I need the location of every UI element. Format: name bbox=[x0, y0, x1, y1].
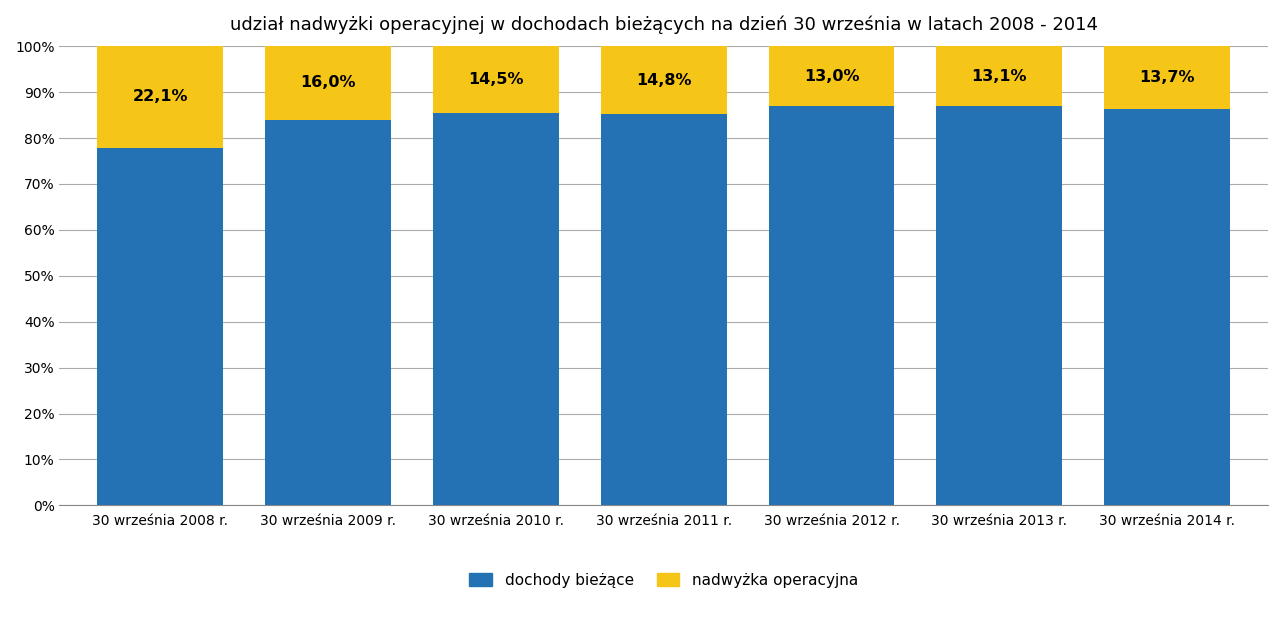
Text: 16,0%: 16,0% bbox=[300, 75, 355, 90]
Text: 13,7%: 13,7% bbox=[1139, 70, 1194, 85]
Bar bbox=[432, 46, 559, 112]
Bar bbox=[98, 148, 223, 505]
Text: 13,1%: 13,1% bbox=[971, 69, 1028, 84]
Text: 22,1%: 22,1% bbox=[132, 89, 187, 104]
Text: 13,0%: 13,0% bbox=[803, 68, 860, 84]
Bar bbox=[266, 119, 391, 505]
Bar bbox=[1105, 109, 1230, 505]
Bar bbox=[769, 106, 894, 505]
Text: 14,8%: 14,8% bbox=[636, 73, 692, 88]
Bar bbox=[937, 106, 1062, 505]
Bar bbox=[600, 46, 726, 114]
Title: udział nadwyżki operacyjnej w dochodach bieżących na dzień 30 września w latach : udział nadwyżki operacyjnej w dochodach … bbox=[230, 15, 1098, 33]
Text: 14,5%: 14,5% bbox=[468, 72, 523, 87]
Bar bbox=[432, 112, 559, 505]
Bar bbox=[769, 46, 894, 106]
Bar bbox=[937, 46, 1062, 106]
Bar bbox=[98, 46, 223, 148]
Bar bbox=[600, 114, 726, 505]
Bar bbox=[266, 46, 391, 119]
Legend: dochody bieżące, nadwyżka operacyjna: dochody bieżące, nadwyżka operacyjna bbox=[470, 573, 858, 588]
Bar bbox=[1105, 46, 1230, 109]
